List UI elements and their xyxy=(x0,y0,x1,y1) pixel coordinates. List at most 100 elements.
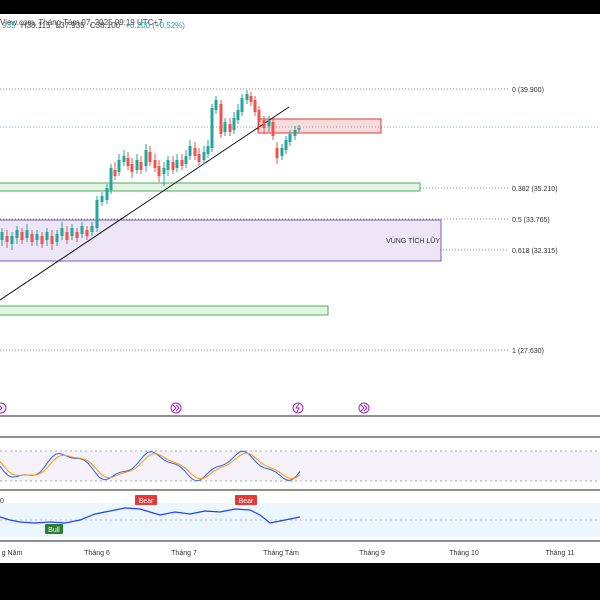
candle-body xyxy=(223,122,227,132)
candle-body xyxy=(139,162,143,170)
trend-line[interactable] xyxy=(0,106,290,301)
candle-body xyxy=(228,124,232,132)
candle-body xyxy=(100,196,104,202)
candle-body xyxy=(35,234,39,240)
candle-body xyxy=(166,160,170,170)
candle-body xyxy=(80,226,84,234)
candle-body xyxy=(214,100,218,110)
macd-scale-label: 0 xyxy=(0,498,4,505)
candle-body xyxy=(232,118,236,130)
candle-body xyxy=(206,146,210,154)
time-axis-label: Tháng 9 xyxy=(359,550,385,557)
accumulation-zone-label: VÙNG TÍCH LŨY xyxy=(386,236,440,245)
ohlc-readout: .935 H38.115 L37.935 C38.100 +0.200 (+0.… xyxy=(0,21,188,30)
candle-body xyxy=(193,148,197,156)
ohlc-low: L37.935 xyxy=(55,21,85,30)
candle-body xyxy=(257,110,261,122)
fib-labels: 0 (39.900) 0.382 (35.210) 0.5 (33.765) 0… xyxy=(512,87,558,355)
candle-body xyxy=(236,110,240,120)
event-icons-row[interactable] xyxy=(0,402,370,414)
candle-body xyxy=(202,152,206,160)
signal-bear-label: Bear xyxy=(139,498,154,505)
candle-body xyxy=(184,156,188,164)
candle-body xyxy=(50,236,54,244)
arrow-right-circle-icon[interactable] xyxy=(358,402,370,414)
top-dark-bar xyxy=(0,0,600,14)
arrow-right-circle-icon[interactable] xyxy=(170,402,182,414)
candle-body xyxy=(284,140,288,150)
candle-body xyxy=(40,236,44,244)
candle-body xyxy=(175,160,179,168)
candle-body xyxy=(267,120,271,126)
candle-body xyxy=(60,228,64,236)
signal-bear[interactable]: Bear xyxy=(135,495,157,505)
chart-plot-area[interactable]: VÙNG TÍCH LŨY 0 (39.900) 0.382 (35.210) … xyxy=(0,34,600,563)
candle-body xyxy=(5,236,9,242)
ohlc-high: H38.115 xyxy=(20,21,51,30)
candle-body xyxy=(95,200,99,228)
signal-bull-label: Bull xyxy=(48,527,60,534)
bottom-dark-bar xyxy=(0,563,600,600)
support-zone-lower[interactable] xyxy=(0,305,329,316)
accumulation-zone[interactable] xyxy=(0,219,442,262)
candle-body xyxy=(15,230,19,238)
ohlc-open: .935 xyxy=(0,21,16,30)
time-axis-label: g Năm xyxy=(2,550,23,557)
candle-body xyxy=(30,234,34,242)
candle-body xyxy=(45,232,49,240)
candle-body xyxy=(280,148,284,156)
resistance-zone[interactable] xyxy=(257,118,382,134)
fib-label: 0.5 (33.765) xyxy=(512,217,550,224)
candle-body xyxy=(105,188,109,200)
stoch-d-line xyxy=(0,452,301,480)
candle-body xyxy=(262,120,266,128)
signal-bull[interactable]: Bull xyxy=(45,524,63,534)
candle-body xyxy=(148,152,152,162)
stoch-band xyxy=(0,451,600,481)
candle-body xyxy=(10,236,14,244)
candle-body xyxy=(180,160,184,166)
chart-header: View.com, Tháng Tám 07, 2025 09:19 UTC+7 xyxy=(0,14,600,34)
candle-body xyxy=(144,150,148,166)
candle-body xyxy=(75,232,79,238)
candle-body xyxy=(297,128,301,130)
candle-body xyxy=(249,96,253,102)
candle-body xyxy=(245,94,249,100)
candle-body xyxy=(55,234,59,242)
candle-body xyxy=(0,232,4,240)
candle-body xyxy=(90,226,94,232)
arrow-right-circle-icon[interactable] xyxy=(0,402,7,414)
candle-body xyxy=(109,168,113,190)
time-axis-label: Tháng Tám xyxy=(263,550,299,557)
fib-label: 0.382 (35.210) xyxy=(512,186,558,193)
candle-body xyxy=(271,122,275,136)
candle-body xyxy=(153,160,157,168)
fib-label: 1 (27.630) xyxy=(512,348,544,355)
ohlc-close: C38.100 xyxy=(89,21,121,30)
fib-label: 0 (39.900) xyxy=(512,87,544,94)
time-axis-label: Tháng 10 xyxy=(449,550,479,557)
candle-body xyxy=(20,232,24,240)
signal-bear-label: Bear xyxy=(239,498,254,505)
candle-body xyxy=(65,232,69,240)
candle-body xyxy=(293,130,297,136)
candle-body xyxy=(157,166,161,176)
signal-bear[interactable]: Bear xyxy=(235,495,257,505)
candle-body xyxy=(117,160,121,172)
candle-body xyxy=(288,134,292,142)
stoch-k-line xyxy=(0,450,301,482)
candle-body xyxy=(130,164,134,172)
fib-label: 0.618 (32.315) xyxy=(512,248,558,255)
macd-line xyxy=(0,507,301,524)
candle-body xyxy=(126,158,130,166)
time-axis-label: Tháng 6 xyxy=(84,550,110,557)
ohlc-change: +0.200 (+0.52%) xyxy=(125,21,185,30)
price-chart-svg[interactable]: VÙNG TÍCH LŨY 0 (39.900) 0.382 (35.210) … xyxy=(0,34,600,563)
candle-body xyxy=(162,168,166,174)
candle-body xyxy=(85,230,89,236)
candle-body xyxy=(135,160,139,170)
support-zone-upper[interactable] xyxy=(0,182,421,192)
lightning-circle-icon[interactable] xyxy=(292,402,304,414)
candle-body xyxy=(70,228,74,236)
